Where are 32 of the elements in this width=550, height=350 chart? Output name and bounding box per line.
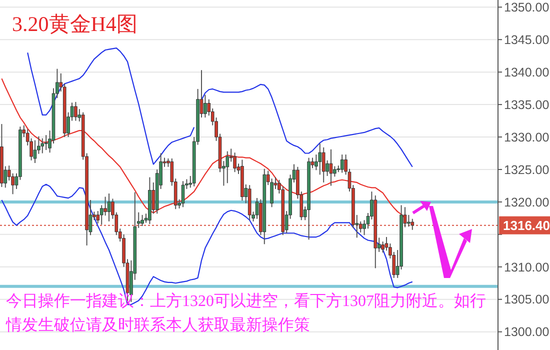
candlestick [74, 101, 78, 122]
candlestick [407, 214, 410, 228]
candlestick [329, 148, 333, 186]
y-tick-label: 1305.00 [504, 292, 550, 307]
y-tick-label: 1335.00 [504, 98, 550, 112]
candlestick [181, 180, 185, 208]
y-tick-label: 1325.00 [504, 162, 550, 177]
y-tick-label: 1320.00 [504, 195, 550, 210]
candlestick [233, 152, 236, 173]
annotation: 今日操作一指建议：上方1320可以进空，看下方1307阻力附近。如行情发生破位请及时联系本人获取最新操作策 [6, 292, 487, 336]
ref-line-label: 1316.40 [503, 218, 550, 233]
candlestick [410, 218, 414, 230]
candlestick [104, 196, 107, 216]
candlestick [44, 134, 48, 150]
candlestick [33, 140, 37, 164]
candlestick [340, 154, 344, 174]
candlestick [381, 241, 384, 254]
y-tick-label: 1340.00 [504, 65, 550, 80]
candlestick [107, 193, 111, 222]
candlestick [226, 150, 230, 184]
candlestick [204, 94, 207, 118]
candlestick [318, 143, 322, 176]
candlestick [40, 138, 44, 154]
candlestick [333, 166, 336, 178]
y-tick-label: 1300.00 [504, 325, 550, 340]
y-tick-label: 1310.00 [504, 260, 550, 274]
candlestick [322, 146, 326, 183]
y-tick-label: 1345.00 [504, 32, 550, 47]
candlestick [140, 214, 144, 226]
y-tick-label: 1350.00 [504, 0, 550, 15]
y-tick-label: 1330.00 [504, 130, 550, 144]
text: 3.20黄金H4图 [12, 12, 138, 36]
